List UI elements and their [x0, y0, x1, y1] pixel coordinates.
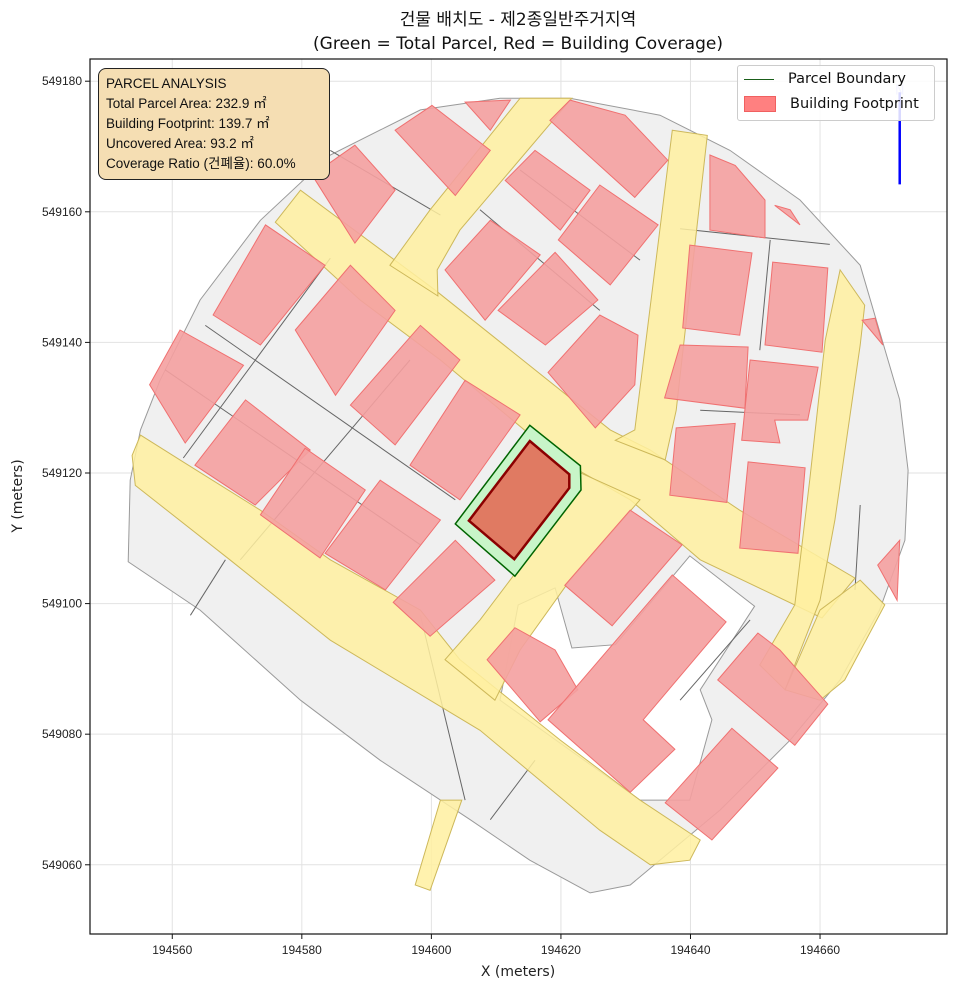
- info-coverage-ratio: Coverage Ratio (건폐율): 60.0%: [106, 156, 296, 171]
- parcel-line: [759, 239, 771, 351]
- legend-item-parcel-boundary: Parcel Boundary: [744, 71, 906, 87]
- info-heading: PARCEL ANALYSIS: [106, 76, 227, 91]
- x-tick-label: 194560: [152, 943, 192, 957]
- map-layers: N: [127, 83, 909, 894]
- building-footprint: [464, 99, 512, 132]
- building-footprint: [774, 204, 801, 226]
- parcel-line: [679, 619, 751, 701]
- x-axis-label: X (meters): [481, 964, 555, 980]
- building-footprint: [149, 329, 245, 444]
- building-footprint: [547, 314, 639, 429]
- building-footprint: [547, 574, 727, 793]
- parcel-analysis-box: PARCEL ANALYSIS Total Parcel Area: 232.9…: [98, 68, 330, 180]
- x-tick-label: 194640: [670, 943, 710, 957]
- target-building: [467, 439, 571, 561]
- building-footprint: [311, 144, 396, 244]
- y-tick-label: 549120: [42, 466, 82, 480]
- building-footprint: [394, 104, 492, 197]
- building-footprint: [664, 727, 779, 841]
- y-tick-label: 549140: [42, 335, 82, 349]
- building-footprint: [349, 324, 461, 446]
- building-footprint: [212, 224, 326, 346]
- road: [414, 799, 463, 891]
- building-footprint: [409, 379, 521, 501]
- y-tick-label: 549160: [42, 205, 82, 219]
- building-footprint: [669, 422, 736, 503]
- legend-line-swatch: [744, 78, 774, 80]
- building-footprint: [259, 447, 366, 559]
- parcel-line: [205, 324, 456, 501]
- building-footprint: [557, 184, 659, 286]
- axis-ticks: 194560 194580 194600 194620 194640 194660 5490…: [42, 74, 840, 957]
- building-footprint: [682, 244, 753, 336]
- building-footprint: [549, 99, 669, 199]
- building-footprint: [564, 509, 683, 627]
- x-tick-label: 194600: [411, 943, 451, 957]
- building-footprint: [741, 359, 819, 444]
- legend-label: Parcel Boundary: [788, 71, 906, 87]
- building-footprint: [663, 344, 749, 409]
- parcel-line: [189, 559, 226, 616]
- road: [614, 129, 708, 461]
- building-footprint: [294, 264, 396, 397]
- building-footprint: [392, 539, 496, 637]
- building-footprint: [764, 261, 829, 353]
- legend-patch-swatch: [744, 96, 776, 112]
- info-uncovered-area: Uncovered Area: 93.2 ㎡: [106, 136, 254, 151]
- building-footprint: [877, 538, 901, 603]
- info-total-parcel-area: Total Parcel Area: 232.9 ㎡: [106, 96, 267, 111]
- building-footprint: [444, 219, 541, 321]
- building-footprint: [486, 627, 579, 723]
- building-footprint: [709, 154, 766, 239]
- y-axis-label: Y (meters): [10, 459, 26, 533]
- building-footprint: [861, 317, 884, 346]
- x-tick-label: 194580: [282, 943, 322, 957]
- y-tick-label: 549060: [42, 858, 82, 872]
- y-tick-label: 549180: [42, 74, 82, 88]
- x-tick-label: 194660: [800, 943, 840, 957]
- legend-item-building-footprint: Building Footprint: [744, 96, 919, 112]
- parcel-line: [182, 257, 331, 459]
- building-footprint: [739, 461, 806, 554]
- legend: Parcel Boundary Building Footprint: [737, 65, 935, 121]
- building-footprint: [324, 479, 442, 591]
- building-footprint: [194, 399, 311, 506]
- chart-title: 건물 배치도 - 제2종일반주거지역: [400, 10, 636, 30]
- chart-subtitle: (Green = Total Parcel, Red = Building Co…: [313, 34, 723, 54]
- x-tick-label: 194620: [541, 943, 581, 957]
- building-footprint: [716, 632, 829, 747]
- y-tick-label: 549080: [42, 727, 82, 741]
- y-tick-label: 549100: [42, 597, 82, 611]
- parcel-line: [854, 504, 861, 590]
- info-building-footprint: Building Footprint: 139.7 ㎡: [106, 116, 270, 131]
- building-footprint: [497, 251, 599, 346]
- legend-label: Building Footprint: [790, 96, 919, 112]
- building-footprint: [504, 149, 591, 231]
- axes-frame: [89, 58, 948, 935]
